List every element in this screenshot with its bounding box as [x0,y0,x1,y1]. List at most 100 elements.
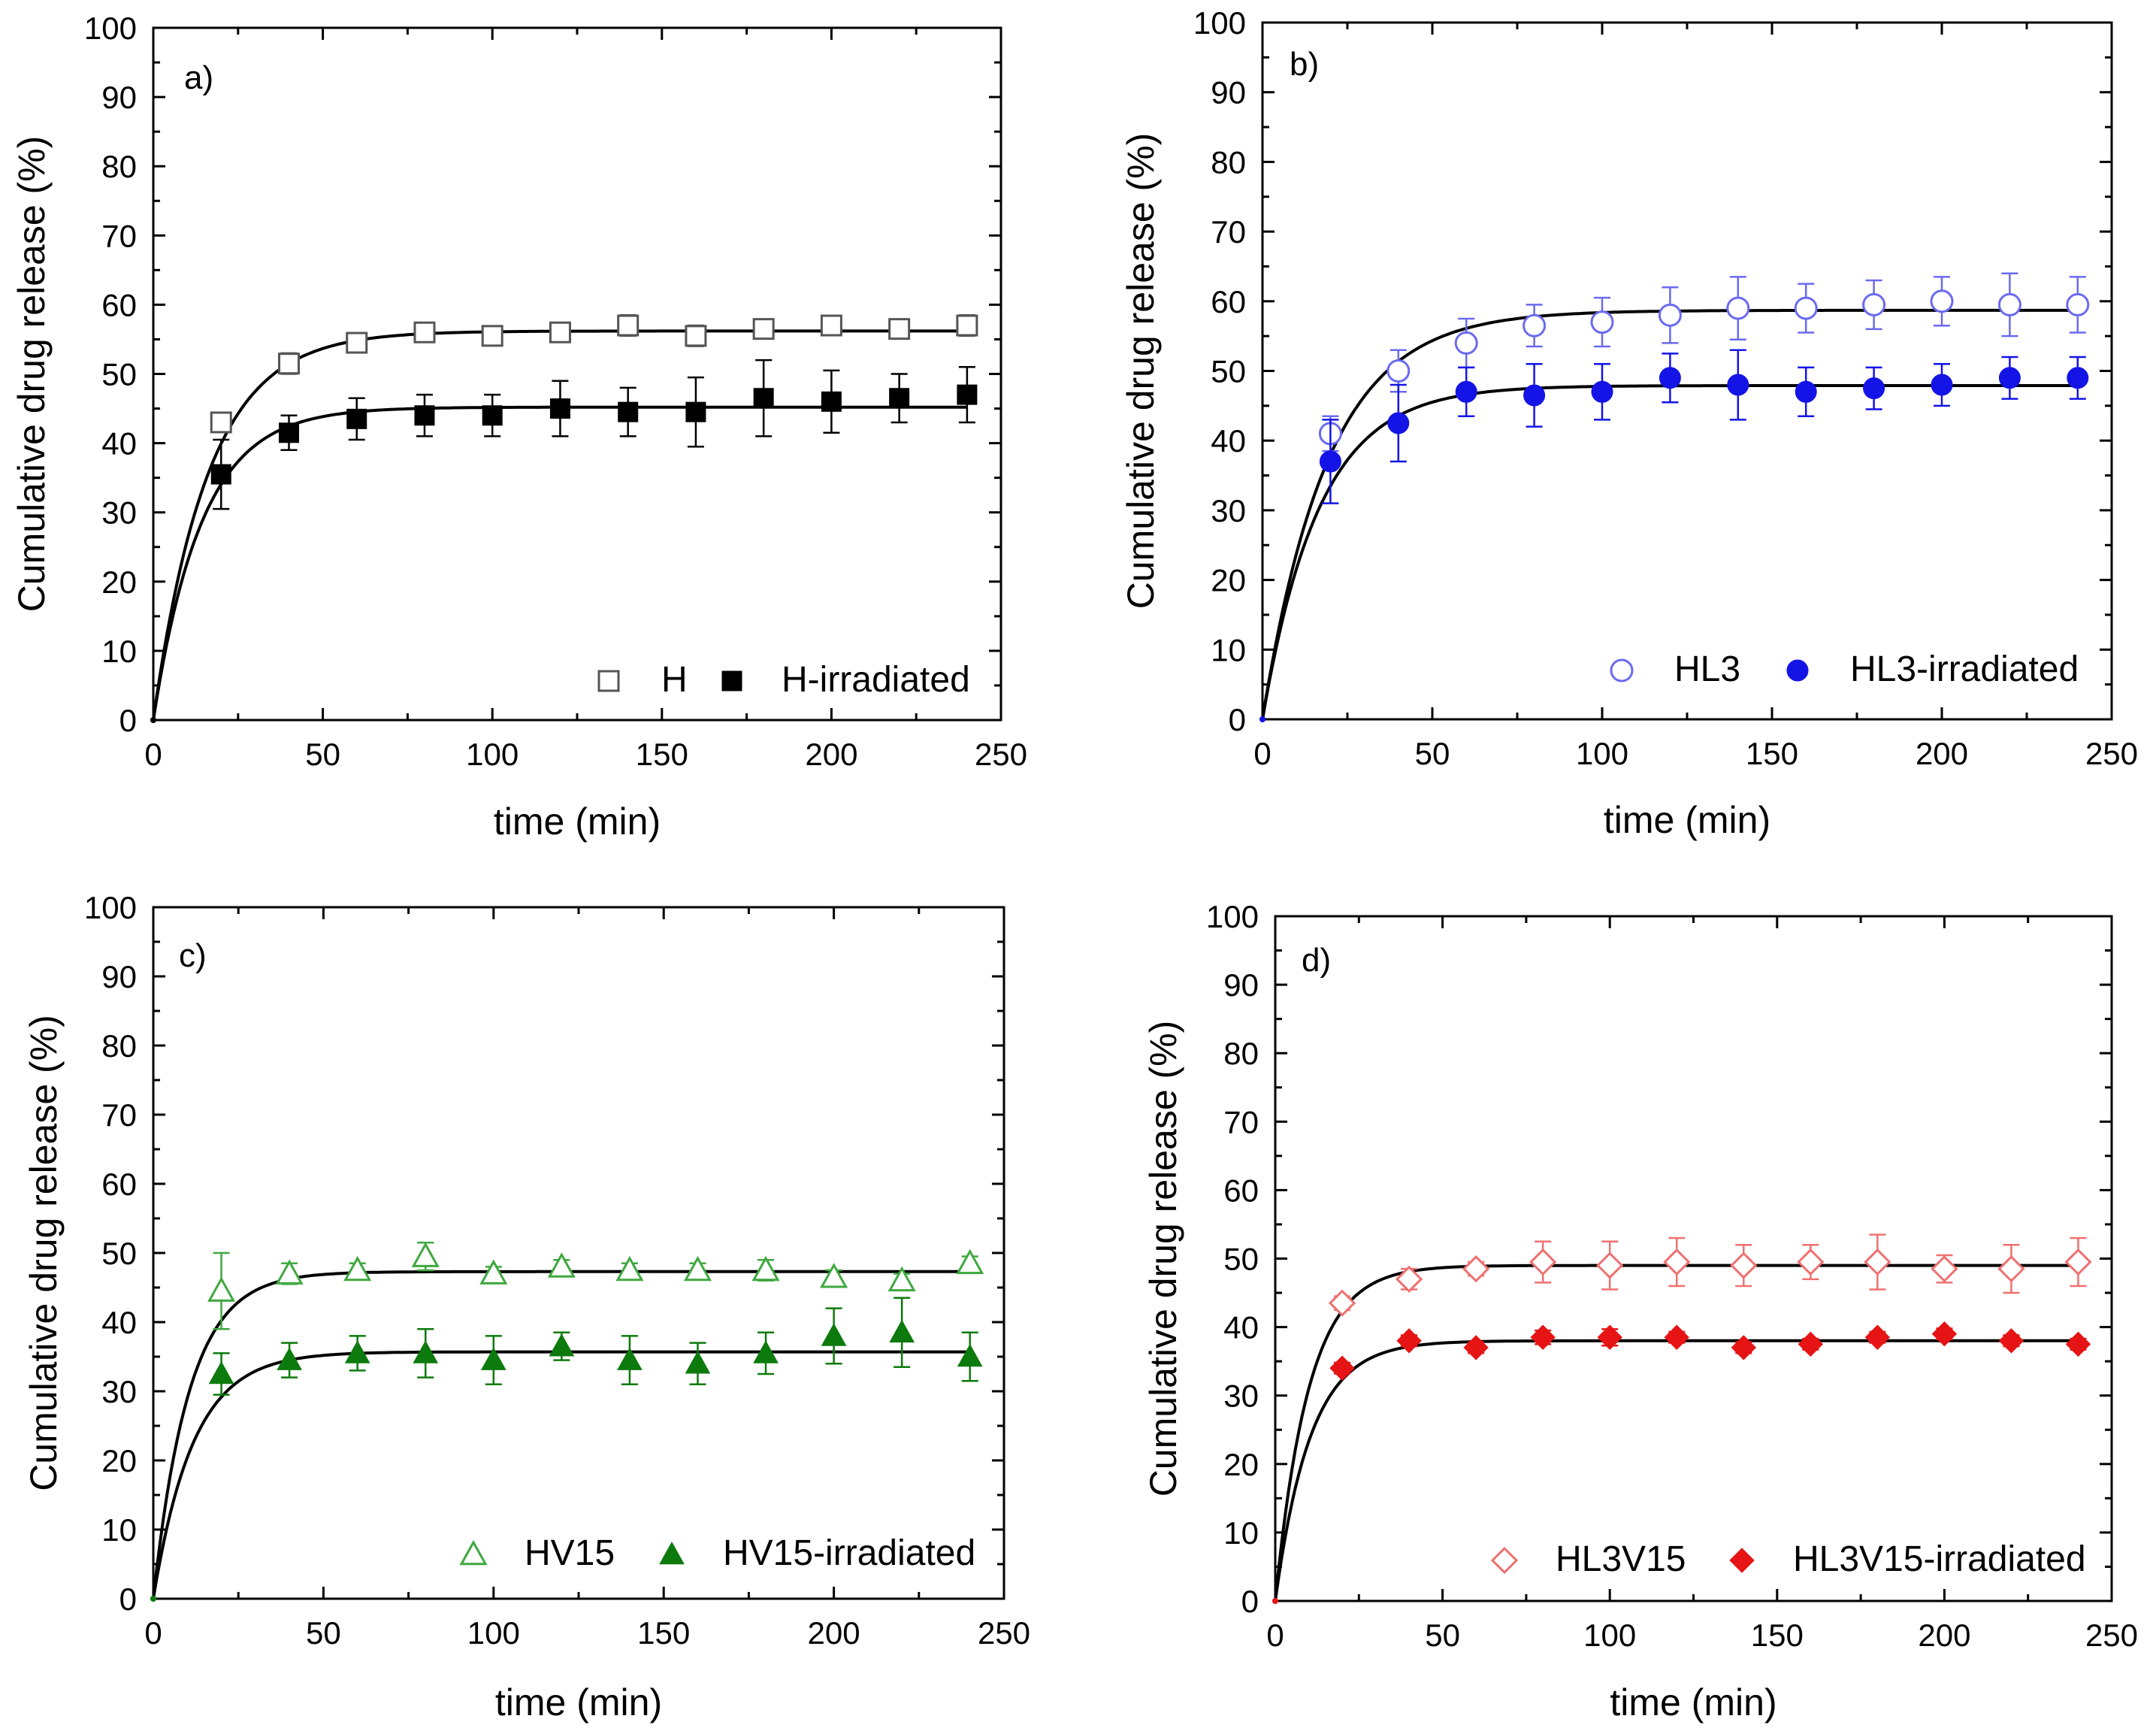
data-point [549,398,570,419]
y-tick-label: 0 [119,1581,137,1617]
y-tick-label: 20 [101,1443,137,1478]
data-point [1731,1335,1756,1360]
data-point [549,1333,575,1357]
x-tick-label: 0 [144,737,162,772]
x-tick-label: 200 [1916,736,1968,771]
panel-label: b) [1290,46,1319,83]
data-point [1998,367,2021,389]
y-tick-label: 20 [1211,563,1246,598]
data-point [1590,310,1614,334]
x-tick-label: 50 [1415,736,1450,771]
y-tick-label: 30 [101,495,137,531]
data-point [414,405,435,426]
y-tick-label: 10 [101,1512,137,1548]
data-point [1463,1335,1489,1360]
data-point [1797,1248,1825,1276]
x-axis-title: time (min) [494,800,661,843]
data-point [413,1340,439,1363]
data-point [1596,1251,1624,1279]
panel-label: d) [1302,942,1331,979]
series-HV15 [150,1241,984,1602]
data-point-origin [1259,716,1265,722]
data-point [1523,313,1547,337]
y-tick-label: 100 [1193,5,1246,41]
y-tick-label: 40 [1211,423,1246,458]
y-tick-label: 50 [1211,354,1246,389]
data-point [1730,1251,1758,1279]
x-tick-label: 100 [466,737,519,772]
y-tick-label: 70 [101,218,137,253]
data-point [1462,1255,1490,1283]
data-point [1931,1321,1958,1347]
x-tick-label: 200 [805,737,857,772]
data-point [210,411,232,434]
y-tick-label: 50 [101,1236,137,1271]
data-point [887,1266,916,1292]
data-point [413,321,436,343]
x-tick-label: 100 [467,1615,520,1651]
legend-label: H [661,660,688,700]
data-point [479,1259,508,1285]
plot-frame [1274,915,2113,1602]
data-point [411,1242,440,1267]
data-point [821,391,842,412]
y-tick-label: 0 [1241,1584,1259,1619]
legend-entry-HL3-irradiated: HL3-irradiated [1786,649,2079,689]
panel-d: 0 50 100 150 200 250 0 10 20 30 40 50 60 70 80 90 100 tim… [1142,899,2138,1723]
x-tick-label: 250 [975,737,1027,772]
data-point [208,1360,234,1384]
data-point [615,1255,644,1282]
data-point [820,1263,848,1288]
y-tick-label: 20 [1223,1447,1259,1482]
series-HL3V15 [1272,1233,2092,1604]
data-point [1329,1355,1355,1381]
series-HL3V15-irradiated [1272,1321,2091,1604]
data-point-origin [1272,1598,1278,1604]
data-point [481,325,503,347]
data-point [1863,377,1885,400]
legend-marker [1490,1546,1519,1575]
data-point [343,1255,372,1282]
legend-label: HL3V15-irradiated [1793,1539,2086,1579]
data-point [1726,296,1750,320]
data-point [617,314,640,337]
data-point [1864,1324,1891,1350]
data-point [1998,1328,2024,1354]
data-point [1387,412,1410,434]
data-point [344,1340,370,1363]
data-point [1597,1324,1622,1350]
y-tick-label: 80 [1223,1036,1259,1071]
data-point [1319,450,1341,473]
series-H [150,313,978,723]
x-axis-title: time (min) [1610,1681,1777,1723]
data-point [1931,374,1953,396]
data-point [1591,380,1613,403]
data-point [1395,1265,1423,1293]
data-point [956,1248,984,1275]
legend-entry-HV15: HV15 [459,1533,615,1573]
y-tick-label: 70 [1223,1104,1259,1139]
legend-marker [1610,658,1634,682]
legend-label: HL3 [1674,649,1740,689]
data-point [277,353,300,375]
data-point [617,1347,643,1370]
y-tick-label: 10 [1211,632,1246,667]
panel-a: 0 50 100 150 200 250 0 10 20 30 40 50 60 70 80 90 100 tim… [11,11,1027,843]
y-tick-label: 50 [1223,1242,1259,1277]
data-point [753,388,774,409]
data-point [549,321,571,343]
legend-marker [597,670,620,692]
y-axis-title: Cumulative drug release (%) [23,1015,65,1491]
data-point [210,464,231,485]
y-tick-label: 30 [101,1374,137,1409]
x-tick-label: 50 [305,737,340,772]
x-tick-label: 50 [1425,1618,1460,1653]
y-tick-label: 80 [101,1028,137,1064]
x-tick-label: 0 [1253,736,1271,771]
legend-marker [721,670,742,691]
x-tick-label: 150 [636,737,688,772]
x-tick-label: 200 [1918,1618,1970,1653]
data-point [1396,1328,1422,1354]
legend-marker [659,1541,685,1565]
